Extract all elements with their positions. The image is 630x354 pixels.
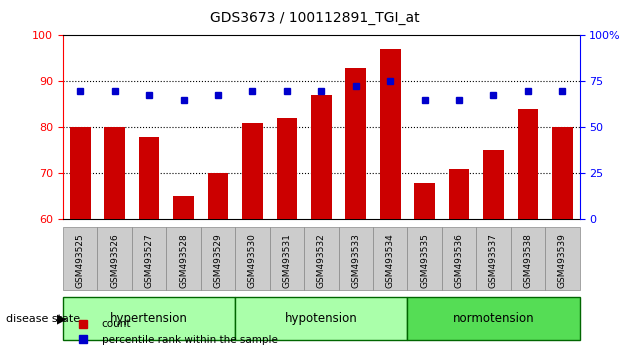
FancyBboxPatch shape [338, 227, 373, 290]
Text: GSM493527: GSM493527 [145, 233, 154, 288]
FancyBboxPatch shape [98, 227, 132, 290]
Text: GSM493526: GSM493526 [110, 233, 119, 288]
Bar [483, 150, 504, 219]
FancyBboxPatch shape [511, 227, 545, 290]
FancyBboxPatch shape [132, 227, 166, 290]
Text: GSM493530: GSM493530 [248, 233, 257, 288]
Text: GSM493534: GSM493534 [386, 233, 394, 288]
Text: GSM493537: GSM493537 [489, 233, 498, 288]
FancyBboxPatch shape [166, 227, 201, 290]
FancyBboxPatch shape [476, 227, 511, 290]
Bar [449, 169, 469, 219]
Bar [242, 123, 263, 219]
FancyBboxPatch shape [545, 227, 580, 290]
Text: GSM493539: GSM493539 [558, 233, 567, 288]
Text: ▶: ▶ [57, 312, 66, 325]
Bar [552, 127, 573, 219]
Bar [415, 183, 435, 219]
Text: hypotension: hypotension [285, 312, 358, 325]
FancyBboxPatch shape [201, 227, 235, 290]
Bar [70, 127, 91, 219]
Text: GSM493535: GSM493535 [420, 233, 429, 288]
Text: hypertension: hypertension [110, 312, 188, 325]
FancyBboxPatch shape [270, 227, 304, 290]
Text: GDS3673 / 100112891_TGI_at: GDS3673 / 100112891_TGI_at [210, 11, 420, 25]
Bar [311, 95, 331, 219]
FancyBboxPatch shape [373, 227, 408, 290]
Bar [139, 137, 159, 219]
Text: GSM493525: GSM493525 [76, 233, 84, 288]
Text: GSM493529: GSM493529 [214, 233, 222, 288]
Bar [208, 173, 228, 219]
Legend: count, percentile rank within the sample: count, percentile rank within the sample [68, 315, 282, 349]
Text: GSM493536: GSM493536 [455, 233, 464, 288]
Text: GSM493532: GSM493532 [317, 233, 326, 288]
Bar [105, 127, 125, 219]
FancyBboxPatch shape [235, 227, 270, 290]
Bar [518, 109, 538, 219]
FancyBboxPatch shape [408, 227, 442, 290]
Text: disease state: disease state [6, 314, 81, 324]
Bar [345, 68, 366, 219]
Text: GSM493538: GSM493538 [524, 233, 532, 288]
FancyBboxPatch shape [304, 227, 338, 290]
Bar [277, 118, 297, 219]
Text: GSM493531: GSM493531 [282, 233, 291, 288]
Bar [173, 196, 194, 219]
Text: normotension: normotension [453, 312, 534, 325]
FancyBboxPatch shape [408, 297, 580, 340]
Bar [380, 49, 401, 219]
Text: GSM493533: GSM493533 [352, 233, 360, 288]
Text: GSM493528: GSM493528 [179, 233, 188, 288]
FancyBboxPatch shape [63, 227, 98, 290]
FancyBboxPatch shape [442, 227, 476, 290]
FancyBboxPatch shape [63, 297, 235, 340]
FancyBboxPatch shape [235, 297, 408, 340]
